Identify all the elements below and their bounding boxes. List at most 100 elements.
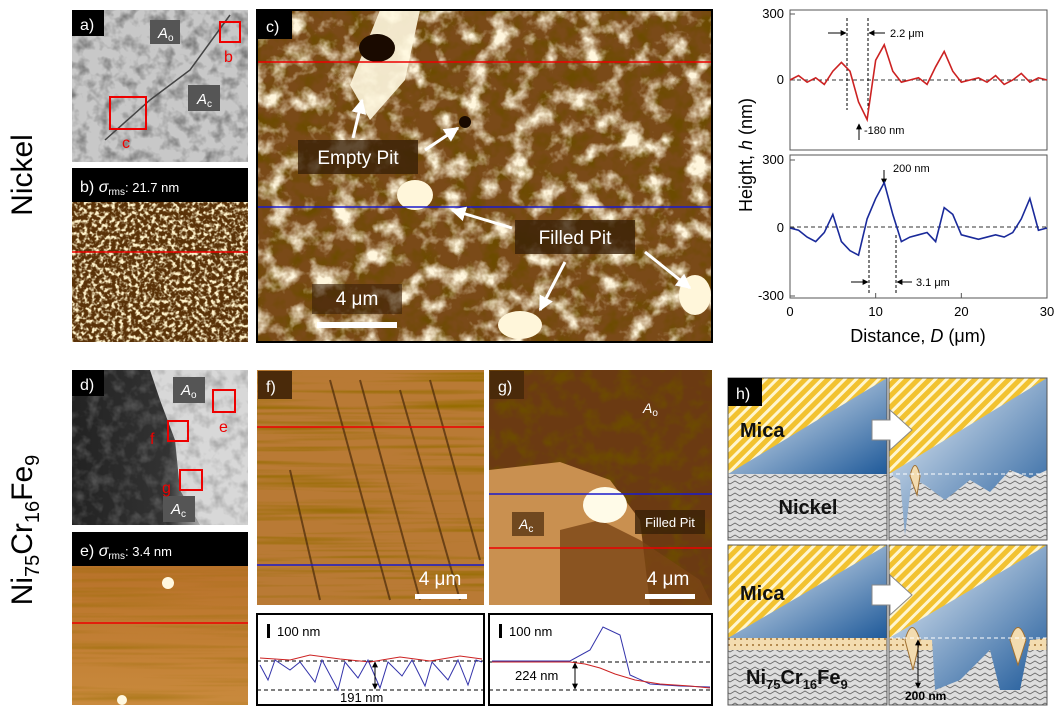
text: D	[930, 326, 943, 346]
text: Cr	[6, 523, 39, 555]
row-label: Ni75Cr16Fe9	[6, 455, 44, 606]
panel-label: d)	[80, 377, 94, 394]
text: 75	[766, 677, 780, 692]
text: c	[207, 99, 212, 110]
image-texture	[72, 566, 248, 705]
scale-label: 4 μm	[647, 569, 690, 590]
text: o	[191, 390, 197, 401]
annotation: 3.1 μm	[916, 277, 950, 289]
image-texture	[72, 202, 248, 342]
pit	[459, 116, 471, 128]
annotation: Empty Pit	[317, 148, 399, 169]
y-axis-label: Height, h (nm)	[736, 98, 756, 212]
annotation: 2.2 μm	[890, 28, 924, 40]
scale-label: 100 nm	[277, 624, 320, 639]
text: 16	[22, 501, 44, 523]
text: c	[528, 524, 533, 535]
annotation: 191 nm	[340, 690, 383, 705]
scale-bar	[499, 624, 502, 638]
text: e)	[80, 543, 94, 560]
profile-trace	[790, 45, 1047, 120]
text: Fe	[817, 667, 840, 689]
x-tick-label: 0	[786, 304, 793, 319]
text: 9	[841, 677, 848, 692]
layer-label: Ni75Cr16Fe9	[746, 667, 848, 692]
annotation: 224 nm	[515, 668, 558, 683]
panel-f: f) 4 μm 100 nm 191 nm	[257, 370, 484, 705]
filled-pit	[498, 311, 542, 339]
text: : 3.4 nm	[125, 544, 172, 559]
y-tick-label: 300	[762, 152, 784, 167]
filled-pit	[679, 275, 711, 315]
text: 16	[803, 677, 817, 692]
x-tick-label: 10	[868, 304, 882, 319]
panel-h: h) Mica Nickel Mica Ni75Cr16Fe9 200 nm	[728, 378, 1047, 705]
figure: Nickel Ni75Cr16Fe9 a) Ao Ac b c b) σrms:…	[0, 0, 1057, 706]
panel-label: c)	[266, 19, 279, 36]
text: Height,	[736, 150, 756, 212]
text: : 21.7 nm	[125, 180, 179, 195]
text: Cr	[780, 667, 802, 689]
roi-label: f	[150, 431, 155, 448]
text: o	[168, 33, 174, 44]
roi-label: e	[219, 419, 228, 436]
filled-pit	[397, 180, 433, 210]
layer-label: Nickel	[779, 497, 838, 519]
panel-g: g) Ao Ac Filled Pit 4 μm 100 nm 224 nm	[489, 370, 712, 705]
text: (nm)	[736, 98, 756, 140]
layer-label: Mica	[740, 420, 785, 442]
oxide	[728, 638, 887, 650]
schematic-nickel	[728, 378, 1047, 540]
annotation: -180 nm	[864, 125, 904, 137]
particle	[117, 695, 127, 705]
text: A	[170, 501, 181, 518]
text: A	[157, 25, 168, 42]
scale-label: 4 μm	[336, 289, 379, 310]
text: A	[518, 516, 528, 532]
roi-label: b	[224, 49, 233, 66]
text: h	[736, 140, 756, 150]
scale-bar	[415, 594, 467, 599]
text: A	[180, 382, 191, 399]
panel-b: b) σrms: 21.7 nm	[72, 168, 248, 342]
pit	[359, 34, 395, 62]
profile-trace	[790, 183, 1047, 256]
profile-plots: Height, h (nm) Distance, D (μm) 2.2 μm -…	[736, 6, 1054, 346]
x-axis-label: Distance, D (μm)	[850, 326, 985, 346]
panel-label: h)	[736, 386, 750, 403]
text: Ni	[746, 667, 766, 689]
text: o	[652, 408, 658, 419]
panel-e: e) σrms: 3.4 nm	[72, 532, 248, 705]
text: (μm)	[943, 326, 985, 346]
annotation: Filled Pit	[645, 515, 695, 530]
roi-label: g	[162, 480, 171, 497]
annotation: 200 nm	[905, 689, 946, 703]
text: A	[196, 91, 207, 108]
text: Distance,	[850, 326, 930, 346]
filled-pit	[583, 487, 627, 523]
scale-bar	[645, 594, 695, 599]
text: b)	[80, 179, 94, 196]
panel-a: a) Ao Ac b c	[72, 10, 248, 162]
scale-label: 100 nm	[509, 624, 552, 639]
text: 9	[22, 455, 44, 466]
text: Fe	[6, 466, 39, 501]
text: c	[181, 509, 186, 520]
scale-label: 4 μm	[419, 569, 462, 590]
panel-label: a)	[80, 17, 94, 34]
text: rms	[108, 551, 125, 562]
y-tick-label: -300	[758, 288, 784, 303]
text: Ni	[6, 577, 39, 605]
text: rms	[108, 187, 125, 198]
particle	[162, 577, 174, 589]
text: A	[642, 400, 652, 416]
annotation: 200 nm	[893, 163, 930, 175]
y-tick-label: 300	[762, 6, 784, 21]
x-tick-label: 30	[1040, 304, 1054, 319]
y-tick-label: 0	[777, 72, 784, 87]
panel-d: d) Ao Ac e f g	[72, 370, 248, 525]
y-tick-label: 0	[777, 220, 784, 235]
panel-label: f)	[266, 379, 276, 396]
roi-label: c	[122, 135, 130, 152]
scale-bar	[317, 322, 397, 328]
